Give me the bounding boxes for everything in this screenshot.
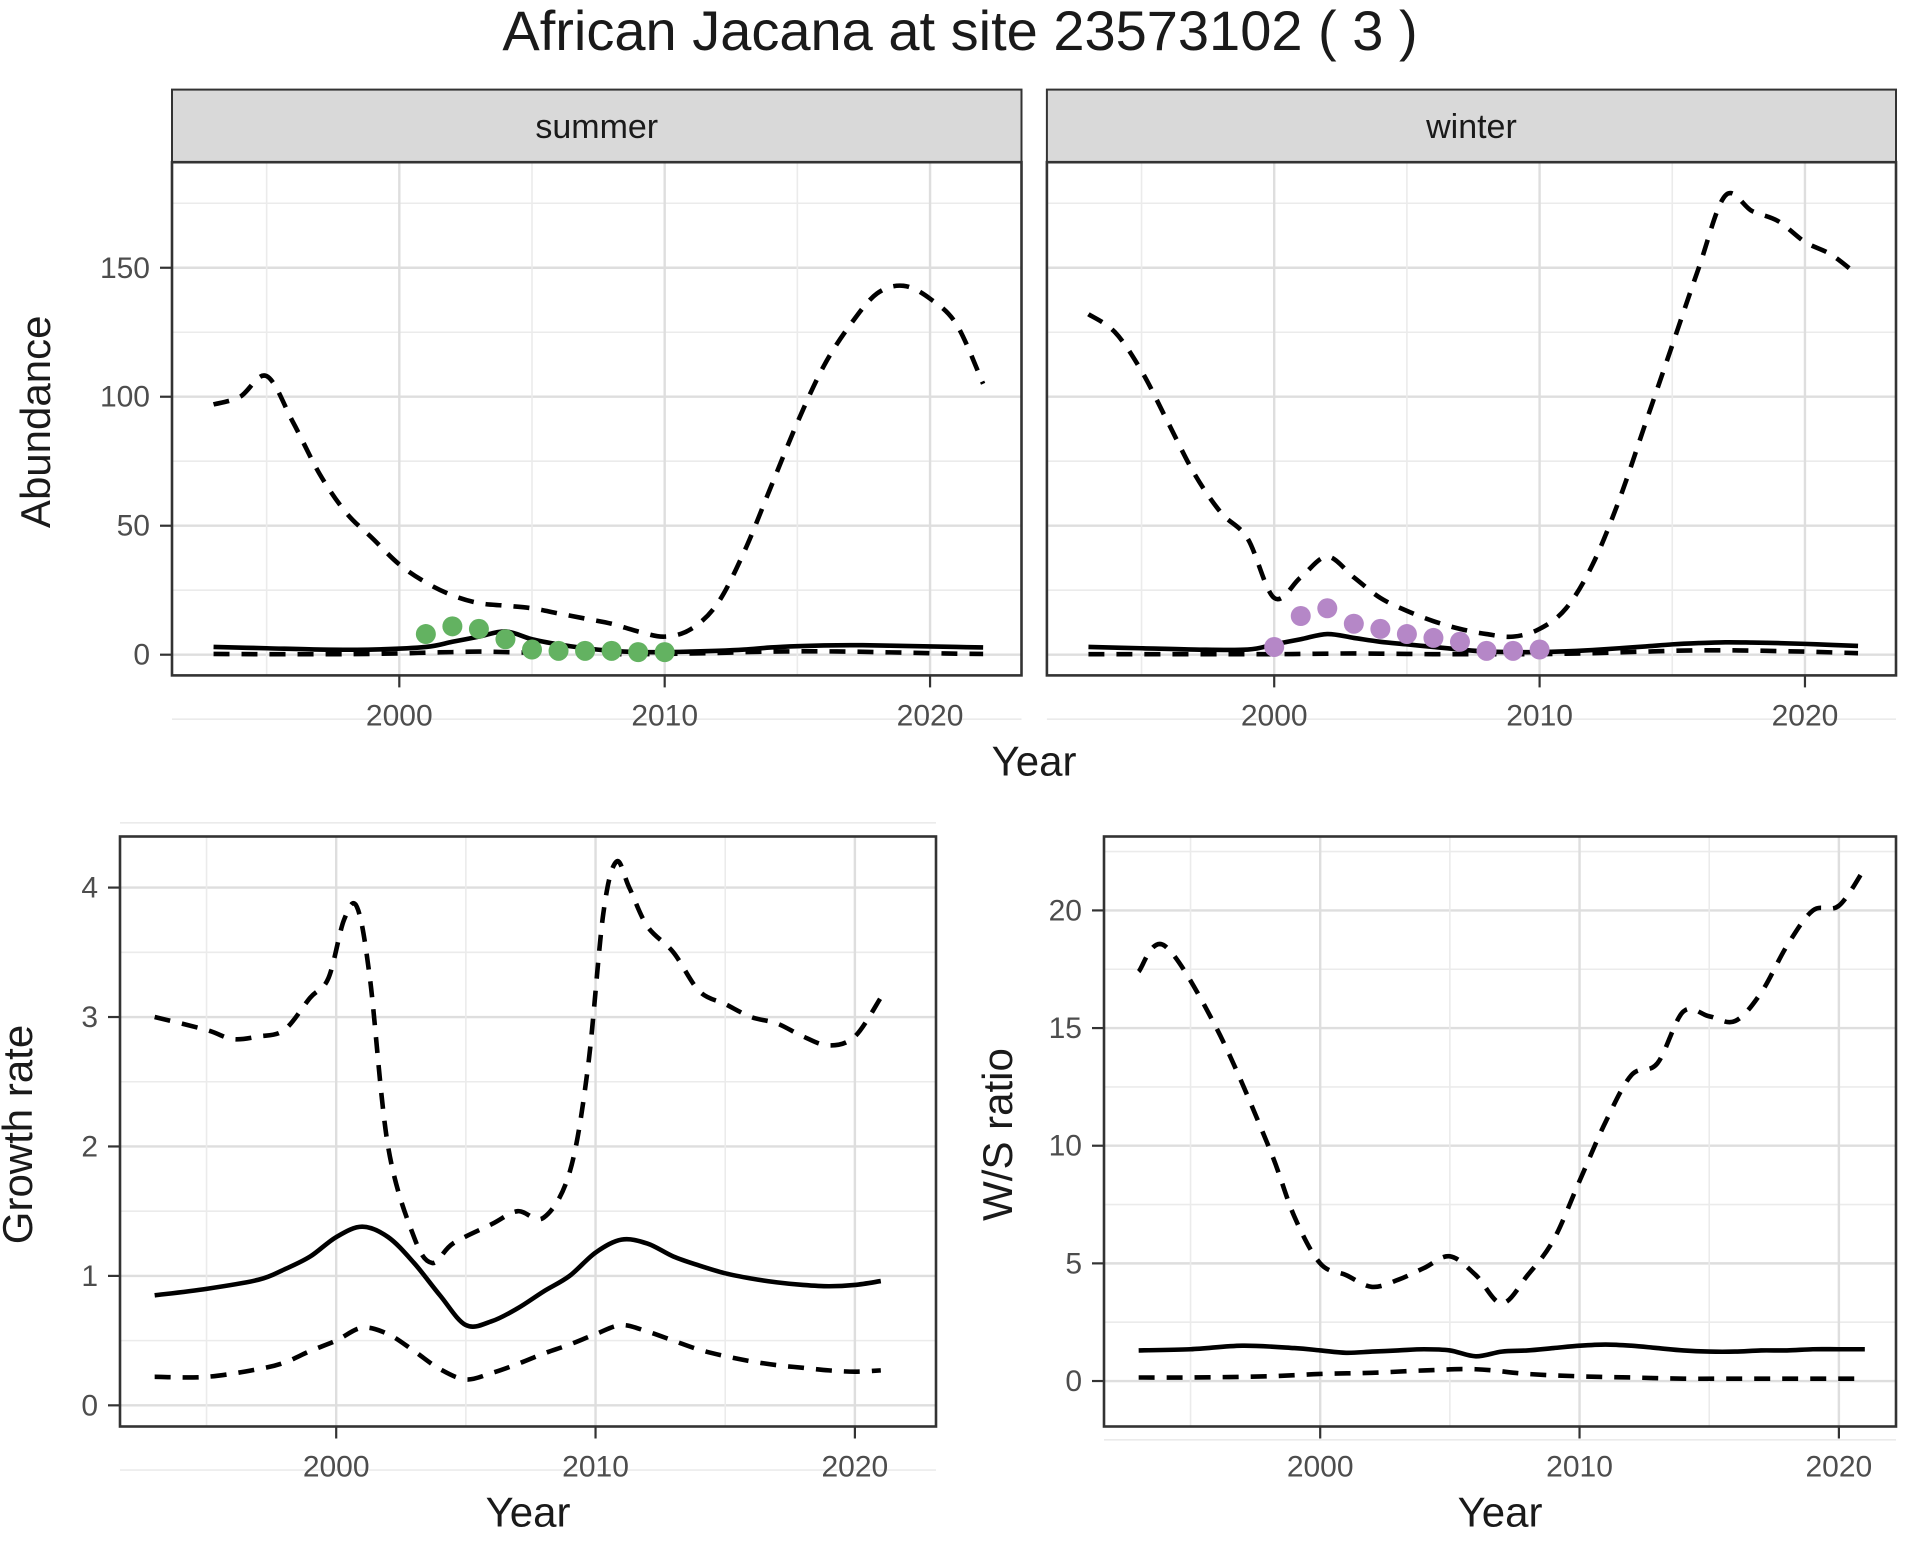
svg-text:2000: 2000 xyxy=(303,1451,370,1484)
svg-text:0: 0 xyxy=(1065,1365,1082,1398)
svg-text:2000: 2000 xyxy=(1241,699,1308,732)
svg-text:summer: summer xyxy=(535,108,658,146)
svg-text:0: 0 xyxy=(133,639,150,672)
svg-text:Year: Year xyxy=(486,1489,571,1536)
svg-text:20: 20 xyxy=(1049,894,1082,927)
svg-text:150: 150 xyxy=(100,252,150,285)
svg-text:Year: Year xyxy=(992,737,1077,784)
svg-text:2020: 2020 xyxy=(1772,699,1839,732)
svg-text:2020: 2020 xyxy=(1806,1451,1873,1484)
svg-text:2010: 2010 xyxy=(1546,1451,1613,1484)
svg-text:2010: 2010 xyxy=(562,1451,629,1484)
svg-text:winter: winter xyxy=(1425,108,1517,146)
svg-text:2000: 2000 xyxy=(366,699,433,732)
svg-text:2010: 2010 xyxy=(1506,699,1573,732)
svg-text:W/S ratio: W/S ratio xyxy=(974,1048,1021,1221)
svg-text:African Jacana at site 2357310: African Jacana at site 23573102 ( 3 ) xyxy=(502,0,1417,62)
svg-text:5: 5 xyxy=(1065,1247,1082,1280)
svg-text:15: 15 xyxy=(1049,1012,1082,1045)
svg-text:3: 3 xyxy=(81,1001,98,1034)
svg-text:0: 0 xyxy=(81,1389,98,1422)
svg-text:2000: 2000 xyxy=(1287,1451,1354,1484)
svg-text:Year: Year xyxy=(1458,1489,1543,1536)
svg-text:Growth rate: Growth rate xyxy=(0,1025,41,1244)
svg-text:100: 100 xyxy=(100,381,150,414)
svg-text:50: 50 xyxy=(117,510,150,543)
svg-text:Abundance: Abundance xyxy=(12,316,59,529)
svg-text:4: 4 xyxy=(81,872,98,905)
svg-text:1: 1 xyxy=(81,1260,98,1293)
svg-text:10: 10 xyxy=(1049,1130,1082,1163)
svg-text:2020: 2020 xyxy=(897,699,964,732)
svg-text:2: 2 xyxy=(81,1130,98,1163)
svg-text:2010: 2010 xyxy=(631,699,698,732)
svg-text:2020: 2020 xyxy=(822,1451,889,1484)
